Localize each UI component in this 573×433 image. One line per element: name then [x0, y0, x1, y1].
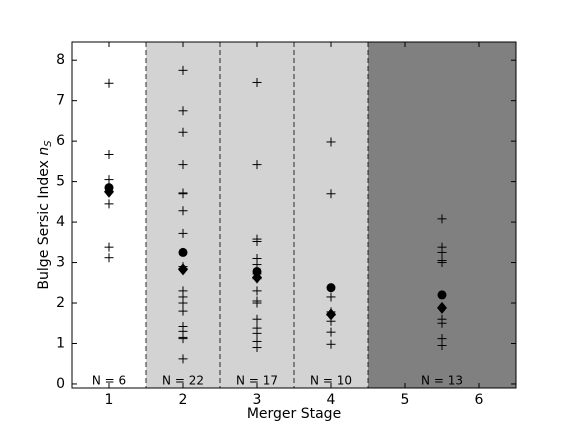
point-plus — [178, 298, 188, 308]
point-plus — [326, 292, 336, 302]
median-diamond — [326, 308, 336, 321]
point-plus — [178, 228, 188, 238]
median-diamond — [437, 301, 447, 314]
point-plus — [178, 206, 188, 216]
count-label: N = 13 — [421, 374, 463, 388]
point-plus — [252, 298, 262, 308]
plot-area: N = 6 N = 22 N = 17 N = 10 N = 13 1 2 3 4 5 6 0 1 2 3 4… — [56, 41, 517, 408]
point-plus — [437, 247, 447, 257]
x-tick-label: 5 — [401, 392, 410, 408]
y-tick-label: 7 — [56, 93, 65, 109]
point-plus — [178, 160, 188, 170]
point-plus — [104, 199, 114, 209]
y-tick-label: 8 — [56, 52, 65, 68]
median-diamond — [252, 271, 262, 284]
count-label: N = 17 — [236, 374, 278, 388]
y-tick-label: 1 — [56, 335, 65, 351]
point-plus — [437, 318, 447, 328]
point-circle — [326, 283, 336, 293]
point-diamond — [104, 185, 114, 198]
point-diamond — [437, 301, 447, 314]
point-plus — [252, 77, 262, 87]
y-label-symbol: n — [36, 147, 52, 156]
point-circle — [437, 290, 447, 300]
y-tick-label: 0 — [56, 376, 65, 392]
stage-region — [72, 42, 146, 388]
point-plus — [104, 175, 114, 185]
point-plus — [437, 214, 447, 224]
point-plus — [178, 65, 188, 75]
point-diamond — [178, 263, 188, 276]
point-circle — [178, 247, 188, 257]
count-label: N = 22 — [162, 374, 204, 388]
point-plus — [252, 160, 262, 170]
point-plus — [104, 150, 114, 160]
median-diamond — [178, 263, 188, 276]
point-diamond — [252, 271, 262, 284]
point-plus — [104, 242, 114, 252]
point-plus — [104, 253, 114, 263]
y-tick-label: 4 — [56, 214, 65, 230]
mean-dot — [437, 290, 447, 300]
point-plus — [437, 341, 447, 351]
y-tick-label: 3 — [56, 255, 65, 271]
x-tick-label: 4 — [327, 392, 336, 408]
point-plus — [326, 339, 336, 349]
point-plus — [178, 106, 188, 116]
x-tick-label: 2 — [179, 392, 188, 408]
point-plus — [252, 314, 262, 324]
point-plus — [104, 78, 114, 88]
y-tick-label: 2 — [56, 295, 65, 311]
y-tick-label: 5 — [56, 174, 65, 190]
mean-dot — [326, 283, 336, 293]
point-plus — [178, 334, 188, 344]
x-tick-label: 6 — [475, 392, 484, 408]
count-label: N = 10 — [310, 374, 352, 388]
mean-dot — [178, 247, 188, 257]
point-plus — [326, 327, 336, 337]
x-axis-label: Merger Stage — [247, 406, 341, 422]
point-plus — [437, 258, 447, 268]
point-plus — [252, 237, 262, 247]
point-plus — [252, 328, 262, 338]
median-diamond — [104, 185, 114, 198]
point-plus — [326, 189, 336, 199]
y-tick-label: 6 — [56, 133, 65, 149]
y-label-subscript: S — [43, 140, 54, 147]
x-tick-label: 1 — [105, 392, 114, 408]
y-label-text: Bulge Sersic Index — [36, 156, 52, 290]
x-tick-label: 3 — [253, 392, 262, 408]
mean-dot — [252, 266, 262, 276]
point-circle — [252, 266, 262, 276]
plot-frame — [71, 41, 517, 389]
count-label: N = 6 — [92, 374, 126, 388]
point-plus — [326, 137, 336, 147]
y-axis-label: Bulge Sersic Index nS — [36, 140, 54, 290]
point-plus — [178, 306, 188, 316]
point-plus — [252, 286, 262, 296]
point-plus — [178, 127, 188, 137]
point-plus — [252, 343, 262, 353]
point-plus — [178, 354, 188, 364]
point-diamond — [326, 308, 336, 321]
point-plus — [178, 189, 188, 199]
